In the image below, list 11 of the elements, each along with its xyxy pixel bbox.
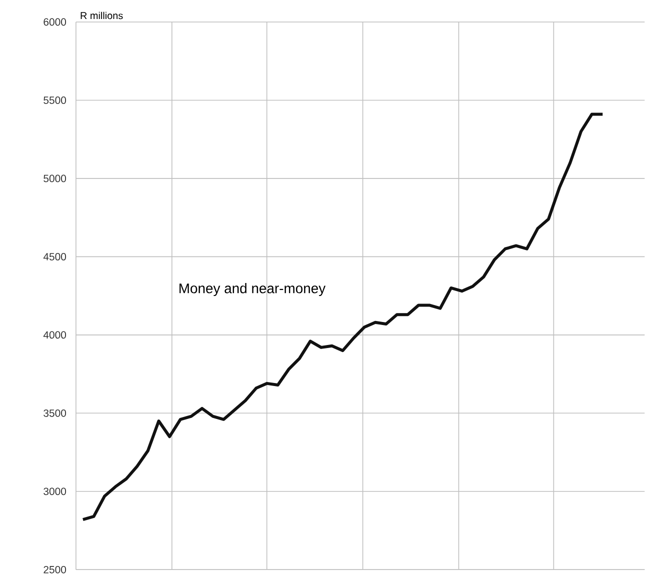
y-tick-label: 3500 <box>44 410 66 418</box>
y-tick-label: 5500 <box>44 96 66 104</box>
y-tick-label: 2500 <box>44 566 66 574</box>
y-tick-label: 6000 <box>44 18 66 26</box>
y-tick-label: 5000 <box>44 174 66 182</box>
y-tick-label: 4000 <box>43 331 66 339</box>
y-axis-title: R millions <box>80 12 123 20</box>
line-series <box>81 112 604 522</box>
y-tick-label: 4500 <box>43 253 66 261</box>
y-tick-label: 3000 <box>44 488 66 496</box>
text: Money and near-money <box>180 283 326 296</box>
